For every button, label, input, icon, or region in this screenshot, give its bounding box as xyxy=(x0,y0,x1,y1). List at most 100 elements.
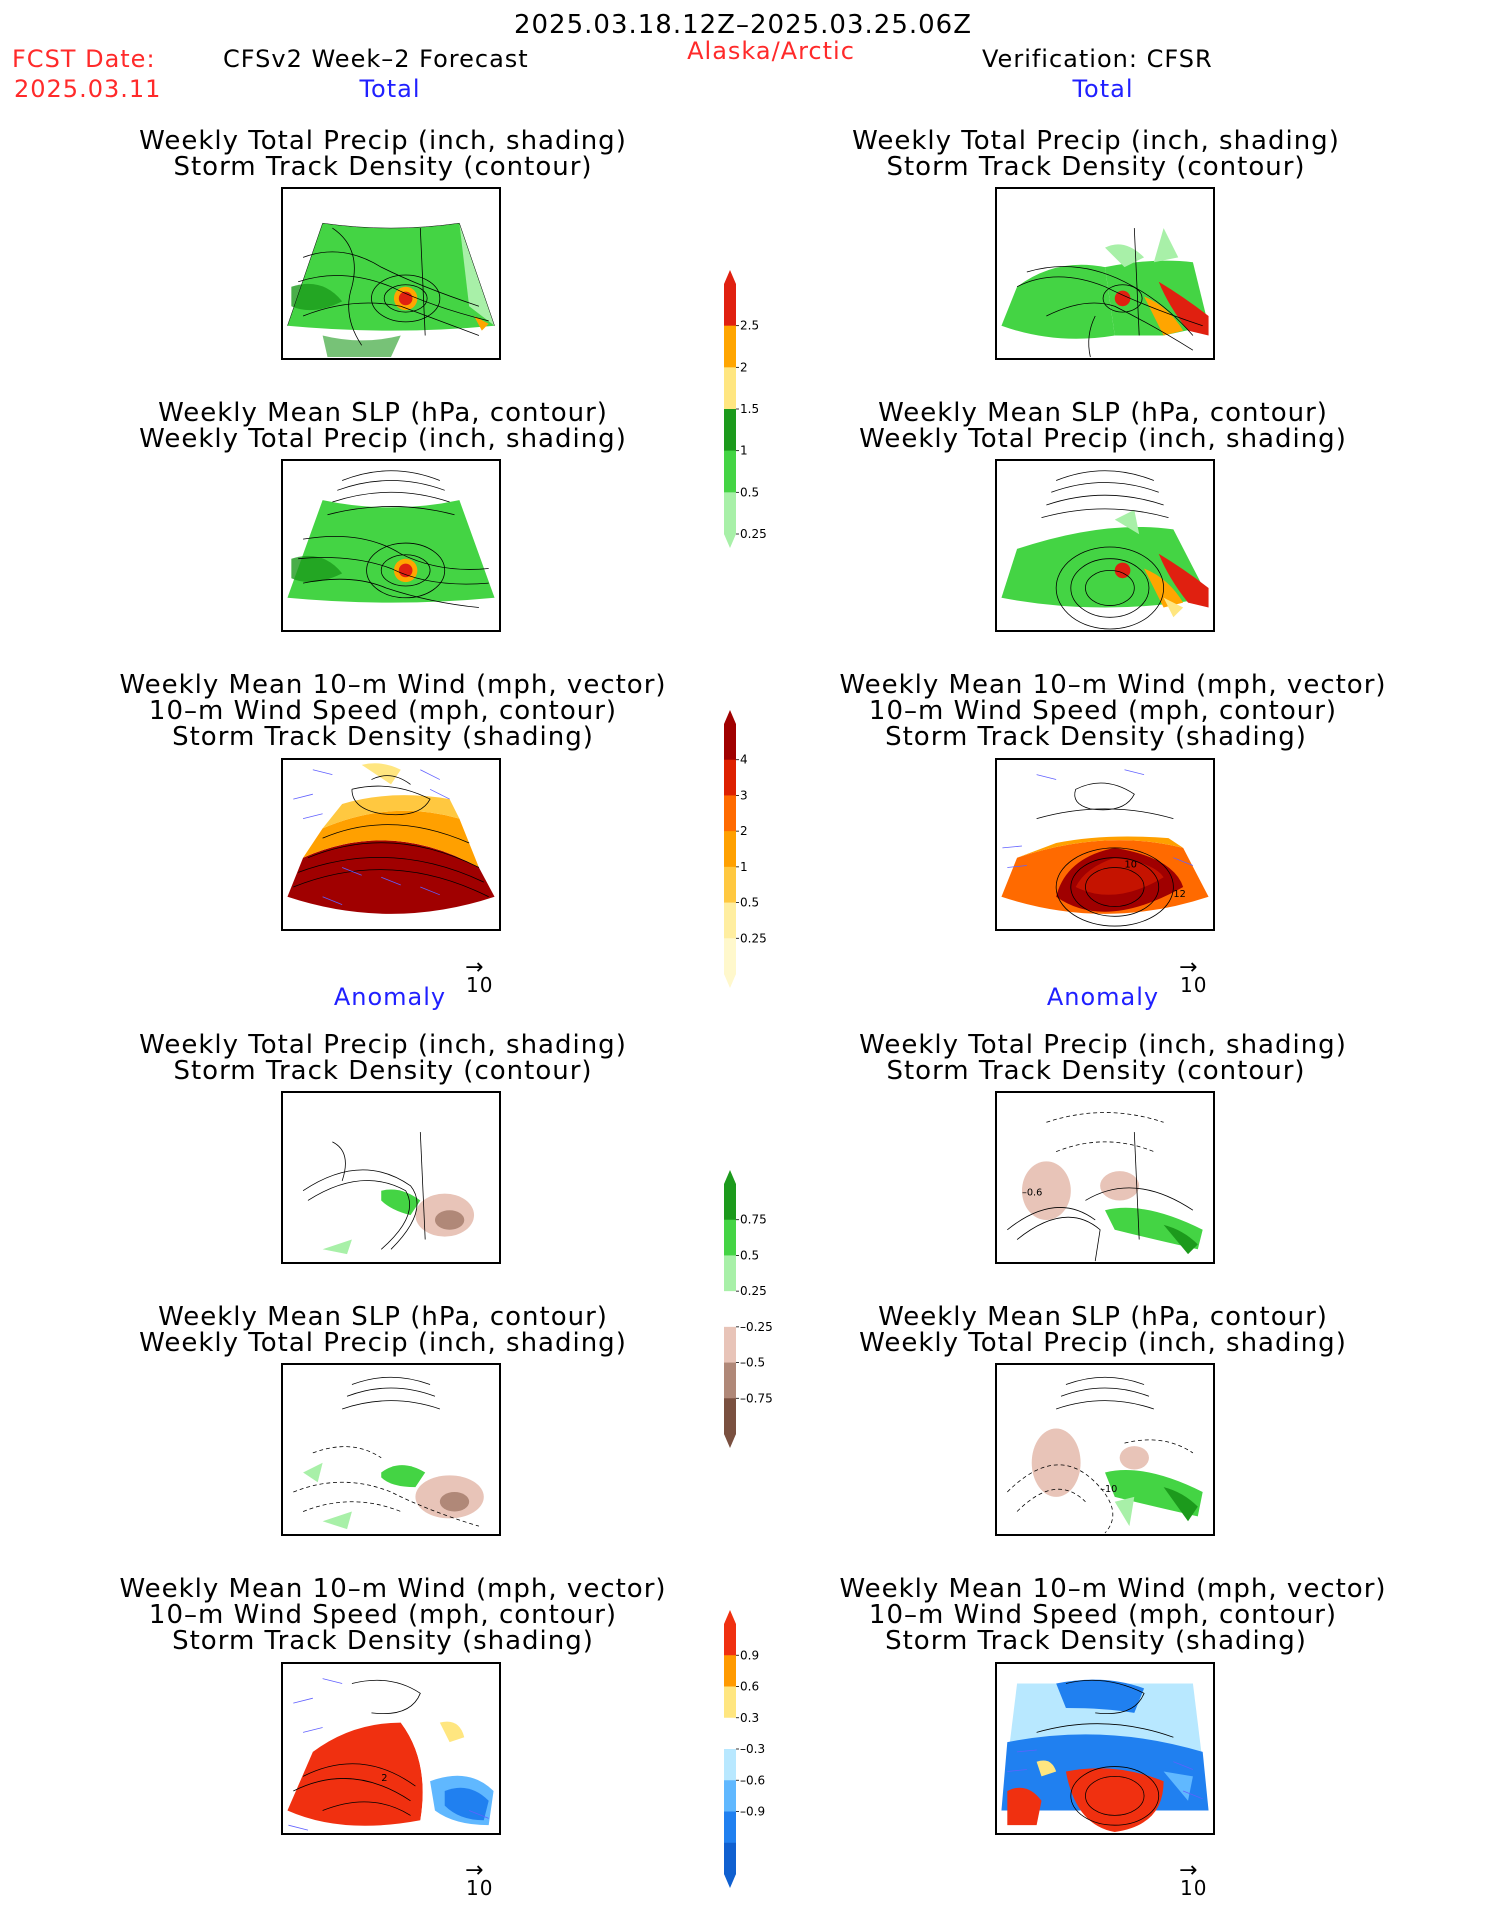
colorbar-segment xyxy=(724,1749,736,1781)
colorbar-label: 0.25 xyxy=(740,527,767,541)
colorbar-segment xyxy=(724,1255,736,1292)
colorbar-label: –0.9 xyxy=(740,1805,765,1819)
colorbar-label: 0.75 xyxy=(740,1213,767,1227)
map-fc-anom-wind-track: 2 xyxy=(287,1678,494,1831)
colorbar-total-track-svg: 4 3 2 1 0.5 0.25 xyxy=(724,710,767,988)
title-line: Weekly Mean SLP (hPa, contour) xyxy=(878,1302,1328,1332)
contour-label: –10 xyxy=(1100,1484,1117,1495)
fcst-date-value: 2025.03.11 xyxy=(14,75,162,103)
title-line: Storm Track Density (shading) xyxy=(172,722,594,752)
colorbar-segment xyxy=(724,831,736,868)
colorbar-label: 0.5 xyxy=(740,485,759,499)
title-line: Storm Track Density (shading) xyxy=(172,1626,594,1656)
title-line: Storm Track Density (contour) xyxy=(173,152,593,182)
colorbar-label: 4 xyxy=(740,753,748,767)
title-line: Weekly Total Precip (inch, shading) xyxy=(859,1030,1347,1060)
section-total-forecast: Total xyxy=(359,75,421,103)
map-obs-anom-slp-precip: –10 xyxy=(1007,1376,1203,1534)
map-fc-anom-precip-track xyxy=(302,1132,475,1255)
title-line: Storm Track Density (shading) xyxy=(885,722,1307,752)
colorbar-segment xyxy=(724,795,736,832)
map-obs-anom-precip-track: –0.6 xyxy=(1007,1112,1203,1262)
colorbar-label: –0.25 xyxy=(740,1320,773,1334)
title-line: Storm Track Density (shading) xyxy=(885,1626,1307,1656)
colorbar-segment xyxy=(724,866,736,904)
map-fc-total-precip-track xyxy=(287,198,495,358)
colorbar-label: 0.5 xyxy=(740,1248,759,1262)
title-line: Weekly Total Precip (inch, shading) xyxy=(139,424,627,454)
map-panel-fc-anom-wind-track: 2 xyxy=(281,1662,501,1835)
title-line: Storm Track Density (contour) xyxy=(886,1056,1306,1086)
colorbar-segment xyxy=(724,1291,736,1328)
colorbar-tip xyxy=(724,1434,736,1448)
colorbar-label: 1.5 xyxy=(740,402,759,416)
title-line: Weekly Total Precip (inch, shading) xyxy=(139,126,627,156)
title-line: Weekly Total Precip (inch, shading) xyxy=(859,424,1347,454)
region-title: Alaska/Arctic xyxy=(687,37,855,65)
map-obs-anom-wind-track xyxy=(1001,1679,1209,1833)
colorbar-segment xyxy=(724,902,736,939)
colorbar-tip xyxy=(724,1610,736,1624)
colorbar-segment xyxy=(724,1219,736,1256)
colorbar-segment xyxy=(724,1686,736,1719)
colorbar-segment xyxy=(724,938,736,975)
colorbar-segment xyxy=(724,325,736,368)
colorbar-tip xyxy=(724,534,736,548)
map-panel-obs-anom-wind-track xyxy=(995,1662,1215,1835)
colorbar-segment xyxy=(724,724,736,761)
map-panel-obs-total-wind-track: 10 12 xyxy=(995,758,1215,931)
date-range-title: 2025.03.18.12Z–2025.03.25.06Z xyxy=(513,10,973,40)
title-line: Weekly Total Precip (inch, shading) xyxy=(859,1328,1347,1358)
colorbar-segment xyxy=(724,1326,736,1364)
map-panel-fc-total-slp-precip xyxy=(281,459,501,632)
colorbar-segment xyxy=(724,367,736,410)
colorbar-label: –0.75 xyxy=(740,1391,773,1405)
vector-reference-arrow: → xyxy=(1179,955,1198,980)
map-obs-total-slp-precip xyxy=(1001,470,1209,630)
vector-reference-label: 10 xyxy=(466,1876,494,1900)
map-panel-fc-total-wind-track xyxy=(281,758,501,931)
colorbar-anom-precip-svg: 0.75 0.5 0.25 –0.25 –0.5 –0.75 xyxy=(724,1170,773,1448)
colorbar-segment xyxy=(724,450,736,493)
colorbar-label: –0.5 xyxy=(740,1356,765,1370)
colorbar-tip xyxy=(724,1874,736,1888)
section-total-verification: Total xyxy=(1072,75,1134,103)
map-panel-fc-anom-slp-precip xyxy=(281,1363,501,1536)
colorbar-label: 0.3 xyxy=(740,1711,759,1725)
title-line: Weekly Mean 10–m Wind (mph, vector) xyxy=(839,1574,1387,1604)
vector-reference-label: 10 xyxy=(466,973,494,997)
colorbar-segment xyxy=(724,1842,736,1875)
contour-label: 10 xyxy=(1125,859,1137,870)
colorbar-label: 0.25 xyxy=(740,1284,767,1298)
map-fc-total-slp-precip xyxy=(287,470,495,608)
colorbar-tip xyxy=(724,1170,736,1184)
title-line: Storm Track Density (contour) xyxy=(173,1056,593,1086)
colorbar-tip xyxy=(724,270,736,284)
map-obs-total-wind-track: 10 12 xyxy=(1001,769,1209,927)
colorbar-label: 2.5 xyxy=(740,319,759,333)
colorbar-segment xyxy=(724,1398,736,1435)
colorbar-label: 0.5 xyxy=(740,896,759,910)
colorbar-label: 0.25 xyxy=(740,931,767,945)
colorbar-label: 2 xyxy=(740,360,748,374)
colorbar-label: 2 xyxy=(740,824,748,838)
title-line: 10–m Wind Speed (mph, contour) xyxy=(148,1600,618,1630)
map-obs-total-precip-track xyxy=(1001,228,1209,358)
section-anomaly-forecast: Anomaly xyxy=(333,983,447,1011)
verification-title: Verification: CFSR xyxy=(982,45,1213,73)
title-line: Weekly Mean 10–m Wind (mph, vector) xyxy=(119,1574,667,1604)
title-line: Weekly Total Precip (inch, shading) xyxy=(139,1030,627,1060)
colorbar-segment xyxy=(724,1811,736,1844)
vector-reference-arrow: → xyxy=(465,955,484,980)
colorbar-total-precip-svg: 2.5 2 1.5 1 0.5 0.25 xyxy=(724,270,767,548)
colorbar-total-track: 4 3 2 1 0.5 0.25 xyxy=(724,710,794,990)
vector-reference-label: 10 xyxy=(1180,973,1208,997)
map-fc-anom-slp-precip xyxy=(293,1376,484,1530)
colorbar-segment xyxy=(724,1655,736,1687)
map-panel-fc-total-precip-track xyxy=(281,187,501,360)
colorbar-anom-track: 0.9 0.6 0.3 –0.3 –0.6 –0.9 xyxy=(724,1610,794,1890)
colorbar-segment xyxy=(724,759,736,796)
vector-reference-label: 10 xyxy=(1180,1876,1208,1900)
colorbar-segment xyxy=(724,1624,736,1656)
vector-reference-arrow: → xyxy=(1179,1858,1198,1883)
